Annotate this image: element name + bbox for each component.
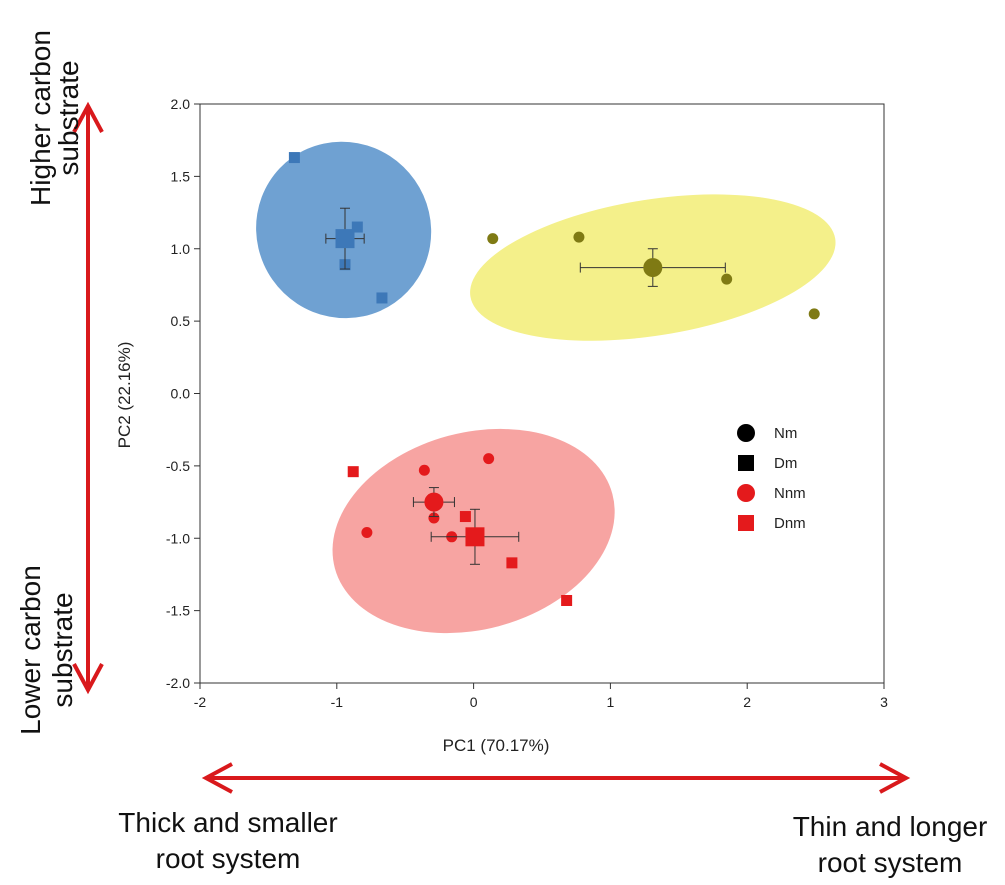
vertical-arrow-head-up [72,101,104,133]
dm-point [288,152,300,164]
thin-root-line1: Thin and longer [793,811,988,842]
dnm-point [506,557,518,569]
higher-carbon-line1: Higher carbon [25,30,56,206]
y-tick-label: 0.5 [171,313,191,329]
lower-carbon-line2: substrate [47,592,78,707]
nm-point [721,273,733,285]
dnm-point [561,594,573,606]
nnm-point [483,453,495,465]
data-marks [288,152,820,606]
x-tick-label: -1 [331,694,344,710]
x-axis-label: PC1 (70.17%) [443,736,550,755]
y-tick-label: 1.0 [171,241,191,257]
axes: -2 -1 0 1 2 3 -2.0 -1.5 -1.0 -0.5 0.0 0.5 1.0 1.5 2.0 [166,96,888,710]
legend-label-nnm: Nnm [774,485,806,502]
vertical-arrow-head-down [72,663,104,695]
confidence-ellipses [256,141,836,634]
nm-point [487,233,499,245]
y-tick-label: -0.5 [166,458,190,474]
y-axis-label: PC2 (22.16%) [115,342,134,449]
nnm-point [428,512,440,524]
lower-carbon-line1: Lower carbon [15,565,46,735]
y-tick-label: 1.5 [171,168,191,184]
dm-point [376,292,388,304]
nnm-point [418,464,430,476]
y-tick-label: -2.0 [166,675,190,691]
dnm-point [347,466,359,478]
legend-marker-nm [737,424,755,442]
nm-mean-point [643,258,663,278]
horizontal-arrow-head-left [201,762,233,794]
thick-root-line1: Thick and smaller [118,807,337,838]
legend: Nm Dm Nnm Dnm [737,424,806,532]
vertical-red-arrow [72,101,104,695]
nnm-point [361,526,373,538]
horizontal-red-arrow [201,762,911,794]
y-tick-label: 0.0 [171,386,191,402]
dnm-point [459,511,471,523]
legend-marker-dm [738,455,754,471]
legend-label-dm: Dm [774,455,797,472]
legend-marker-dnm [738,515,754,531]
horizontal-arrow-head-right [879,762,911,794]
x-tick-label: -2 [194,694,207,710]
x-tick-label: 0 [470,694,478,710]
x-tick-label: 2 [743,694,751,710]
thin-root-line2: root system [818,847,963,878]
x-tick-label: 1 [607,694,615,710]
legend-marker-nnm [737,484,755,502]
y-tick-label: -1.5 [166,603,190,619]
y-tick-label: -1.0 [166,530,190,546]
nm-point [573,231,585,243]
thick-root-line2: root system [156,843,301,874]
dnm-mean-point [465,527,485,547]
legend-label-dnm: Dnm [774,515,806,532]
legend-label-nm: Nm [774,425,797,442]
y-tick-label: 2.0 [171,96,191,112]
dm-mean-point [335,229,355,249]
nnm-mean-point [424,492,444,512]
higher-carbon-line2: substrate [53,60,84,175]
x-tick-label: 3 [880,694,888,710]
dm-point [351,221,363,233]
nm-point [808,308,820,320]
